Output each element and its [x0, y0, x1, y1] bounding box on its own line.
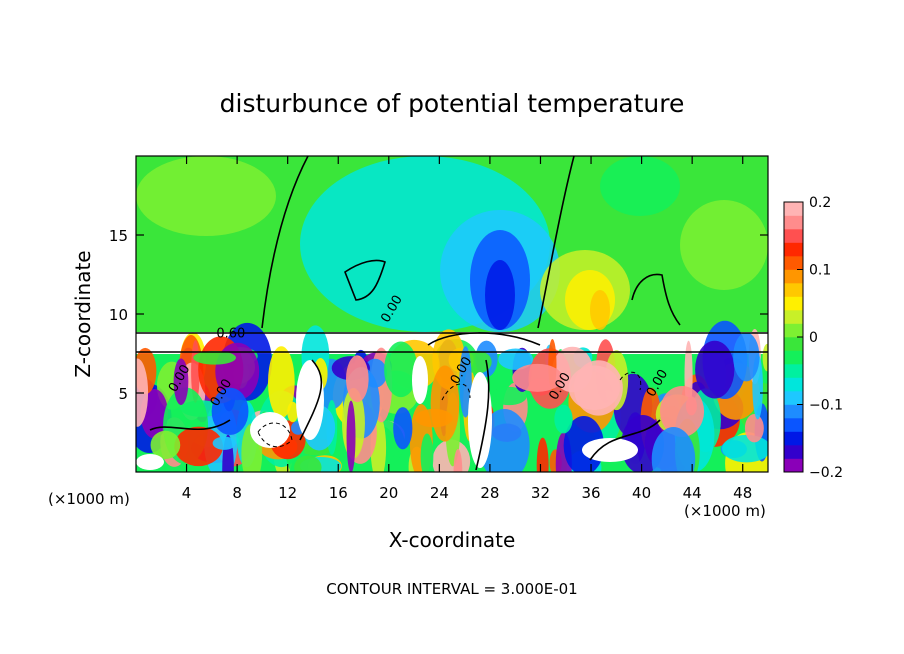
field-patch: [512, 363, 563, 392]
y-tick-label: 5: [118, 385, 128, 403]
lower-field-patches: [136, 320, 768, 472]
colorbar-swatch: [784, 337, 803, 351]
y-tick-label: 10: [109, 306, 128, 324]
x-tick-label: 28: [480, 484, 499, 502]
x-unit-right: (×1000 m): [684, 502, 766, 520]
colorbar-swatch: [784, 445, 803, 459]
colorbar-swatch: [784, 310, 803, 324]
field-patch: [722, 434, 768, 463]
plot-area: [136, 156, 768, 472]
field-patch: [150, 430, 181, 460]
field-patch: [695, 340, 735, 399]
field-patch: [680, 200, 768, 290]
x-tick-label: 40: [632, 484, 651, 502]
field-patch: [420, 433, 434, 472]
field-patch: [554, 404, 573, 434]
field-patch: [600, 156, 680, 216]
field-patch: [267, 346, 295, 419]
colorbar-swatch: [784, 350, 803, 365]
field-patch: [552, 346, 593, 393]
x-tick-label: 48: [733, 484, 752, 502]
contour-label: 0.60: [216, 327, 245, 342]
field-patch: [212, 436, 236, 450]
field-patch: [384, 341, 418, 398]
x-tick-label: 36: [581, 484, 600, 502]
x-tick-label: 12: [278, 484, 297, 502]
field-patch: [582, 438, 638, 462]
colorbar-swatch: [784, 377, 803, 392]
field-patch: [468, 372, 492, 468]
colorbar-swatch: [784, 215, 803, 230]
contour-dashed: [257, 371, 642, 448]
field-patch: [498, 348, 534, 370]
colorbar-swatch: [784, 404, 803, 419]
colorbar-swatch: [784, 256, 803, 270]
y-axis: 5 10 15: [109, 227, 768, 403]
colorbar-swatch: [784, 229, 803, 243]
colorbar-swatch: [784, 458, 803, 473]
colorbar-swatch: [784, 296, 803, 311]
colorbar-swatch: [784, 418, 803, 432]
x-tick-label: 8: [232, 484, 242, 502]
colorbar-swatch: [784, 242, 803, 257]
colorbar-swatch: [784, 323, 803, 338]
colorbar-tick-label: 0: [809, 330, 818, 346]
field-patch: [733, 332, 760, 382]
x-tick-label: 44: [683, 484, 702, 502]
field-patch: [485, 260, 515, 330]
field-patch: [660, 385, 705, 437]
x-unit-left: (×1000 m): [48, 490, 130, 508]
field-patch: [412, 356, 428, 404]
x-axis: 4 8 12 16 20 24 28 32 36 40 44 48: [182, 156, 752, 502]
field-patch: [346, 400, 356, 472]
chart-title: disturbunce of potential temperature: [220, 89, 685, 118]
colorbar-swatch: [784, 283, 803, 297]
field-patch: [590, 290, 610, 330]
field-patch: [430, 365, 460, 442]
field-patch: [453, 448, 463, 472]
field-patch: [294, 455, 322, 472]
x-tick-label: 4: [182, 484, 192, 502]
x-axis-label: X-coordinate: [389, 528, 516, 552]
colorbar-tick-label: −0.2: [809, 465, 843, 481]
field-patch: [173, 358, 189, 406]
contour-interval-note: CONTOUR INTERVAL = 3.000E-01: [326, 580, 577, 598]
field-patch: [491, 386, 527, 406]
contour-lines: [136, 156, 768, 471]
x-tick-label: 32: [531, 484, 550, 502]
field-patch: [136, 454, 164, 470]
colorbar-swatch: [784, 202, 803, 216]
field-patch: [536, 437, 549, 472]
upper-field-patches: [136, 156, 768, 332]
colorbar-tick-label: −0.1: [809, 398, 843, 414]
x-tick-label: 24: [430, 484, 449, 502]
field-patch: [744, 414, 764, 443]
colorbar-swatch: [784, 364, 803, 378]
field-patch: [762, 343, 768, 372]
y-axis-label: Z-coordinate: [71, 250, 95, 377]
field-patch: [250, 412, 290, 448]
field-patch: [211, 387, 249, 435]
colorbar-swatch: [784, 431, 803, 446]
field-patch: [193, 350, 237, 365]
field-patch: [174, 426, 223, 467]
field-patch: [136, 156, 276, 236]
x-tick-label: 16: [329, 484, 348, 502]
field-patch: [296, 360, 324, 440]
colorbar-swatch: [784, 391, 803, 405]
field-patch: [459, 346, 472, 418]
colorbar-tick-label: 0.2: [809, 195, 831, 211]
colorbar: 0.2 0.1 0 −0.1 −0.2: [783, 195, 843, 481]
field-patch: [346, 355, 369, 403]
colorbar-swatch: [784, 269, 803, 284]
field-patch: [651, 427, 696, 472]
colorbar-tick-label: 0.1: [809, 263, 831, 279]
y-tick-label: 15: [109, 227, 128, 245]
field-patch: [393, 407, 413, 450]
x-tick-label: 20: [379, 484, 398, 502]
